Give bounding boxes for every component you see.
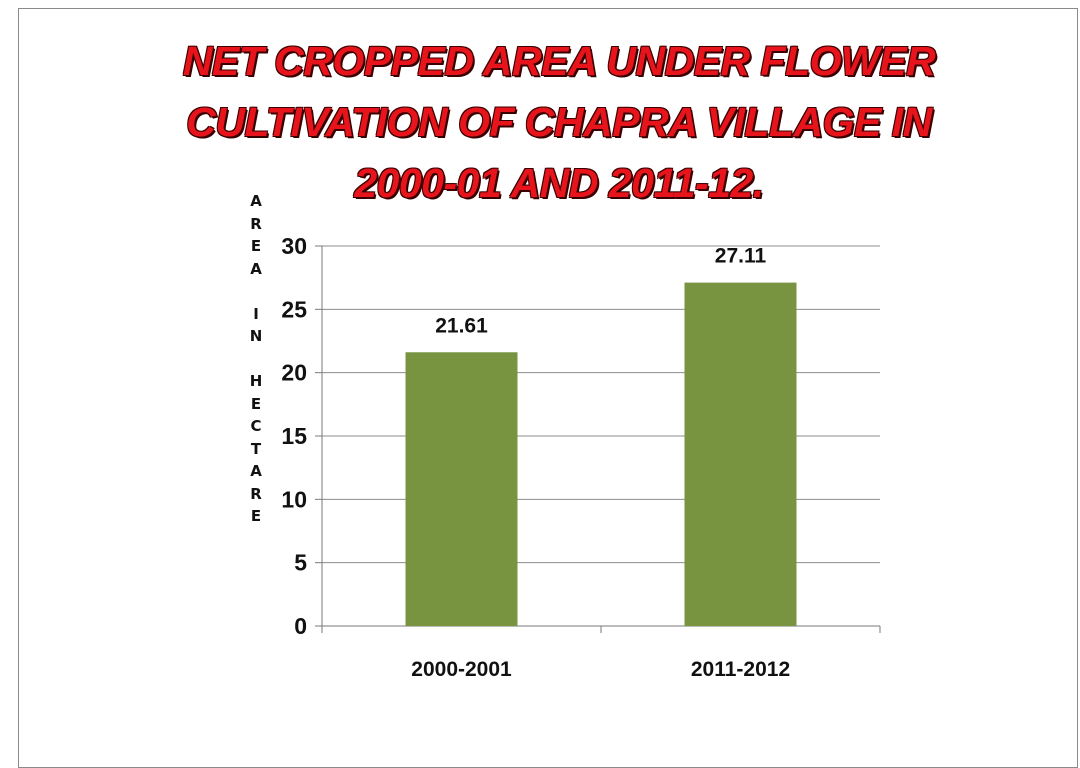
y-tick-label: 20 (281, 360, 307, 386)
y-axis-label-char: A (250, 259, 262, 278)
chart-title-line-1: NET CROPPED AREA UNDER FLOWER (182, 38, 936, 84)
y-axis-label-char: A (250, 462, 262, 480)
y-tick-label: 0 (294, 613, 307, 639)
y-axis-label-char: E (250, 237, 262, 255)
y-axis-label-char: R (250, 484, 262, 503)
bar (405, 352, 518, 626)
y-axis-label-char: C (250, 417, 262, 435)
bar-chart: 0 5 10 15 20 25 30 21.61 2000-2001 27.11 2011-2012 (281, 233, 881, 681)
y-axis-label-char: I (253, 304, 259, 323)
data-label: 21.61 (435, 314, 488, 337)
chart-title: NET CROPPED AREA UNDER FLOWER CULTIVATIO… (109, 31, 1009, 214)
y-tick-label: 5 (294, 550, 307, 576)
x-tick-label: 2011-2012 (691, 658, 790, 681)
bar (684, 282, 797, 626)
y-axis-label-char: N (249, 327, 263, 345)
data-label: 27.11 (715, 245, 767, 268)
y-tick-label: 10 (281, 486, 307, 512)
chart-title-line-2: CULTIVATION OF CHAPRA VILLAGE IN (186, 99, 932, 145)
y-axis-label-char: E (250, 394, 262, 413)
y-tick-label: 15 (281, 423, 307, 449)
y-tick-label: 30 (281, 233, 307, 259)
y-axis-label-char: T (250, 439, 262, 458)
y-axis-label-char: R (250, 214, 262, 233)
chart-title-line-3: 2000-01 AND 2011-12. (354, 160, 764, 206)
y-tick-label: 25 (281, 296, 307, 322)
x-tick-label: 2000-2001 (411, 658, 512, 681)
chart-frame: NET CROPPED AREA UNDER FLOWER CULTIVATIO… (18, 8, 1078, 768)
y-axis-label-char: A (250, 192, 262, 210)
y-axis-label-char: H (249, 372, 263, 390)
y-axis-label-char: E (250, 507, 262, 525)
